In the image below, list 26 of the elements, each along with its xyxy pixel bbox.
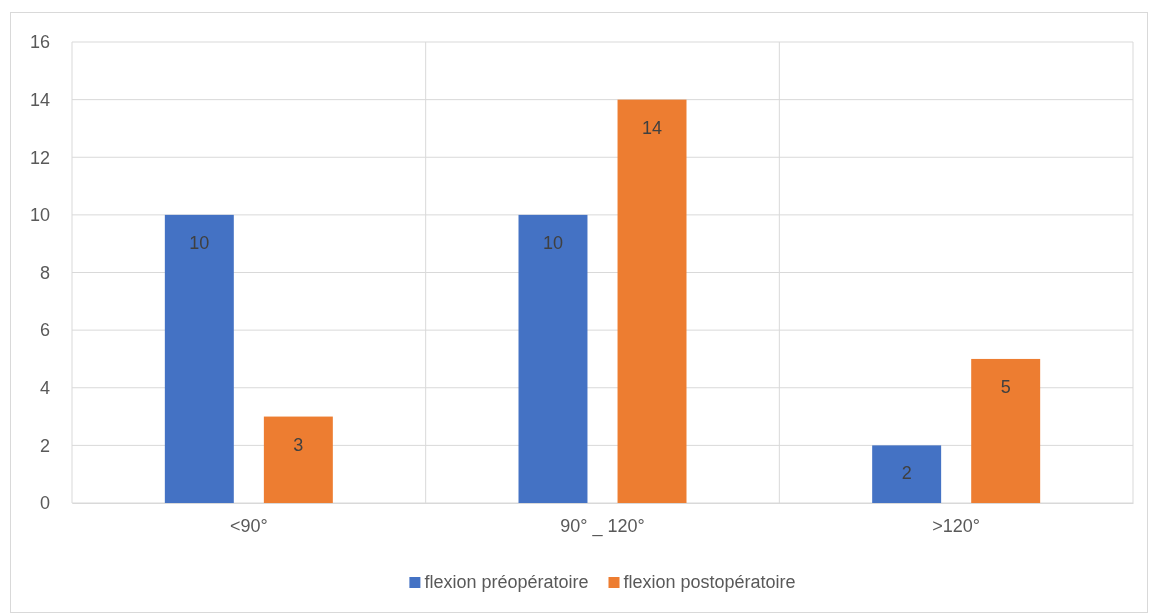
bar bbox=[971, 358, 1041, 503]
data-label: 10 bbox=[542, 232, 563, 253]
y-tick-label: 8 bbox=[39, 262, 50, 283]
y-tick-label: 12 bbox=[29, 147, 50, 168]
data-label: 3 bbox=[293, 434, 304, 455]
y-tick-label: 14 bbox=[29, 89, 50, 110]
bar bbox=[617, 99, 687, 503]
bar bbox=[263, 416, 333, 503]
data-label: 10 bbox=[189, 232, 210, 253]
y-tick-label: 6 bbox=[39, 320, 50, 341]
y-tick-label: 0 bbox=[39, 493, 50, 514]
data-label: 2 bbox=[901, 463, 912, 484]
bar bbox=[518, 214, 588, 503]
x-tick-label: >120° bbox=[932, 515, 981, 536]
bar bbox=[872, 445, 942, 503]
data-label: 5 bbox=[1000, 376, 1011, 397]
data-label: 14 bbox=[642, 117, 663, 138]
y-tick-label: 10 bbox=[29, 205, 50, 226]
y-tick-label: 2 bbox=[39, 435, 50, 456]
legend-label: flexion préopératoire bbox=[424, 572, 589, 592]
y-tick-label: 16 bbox=[29, 32, 50, 53]
y-tick-label: 4 bbox=[39, 378, 50, 399]
bar bbox=[164, 214, 234, 503]
x-tick-label: 90° _ 120° bbox=[560, 515, 645, 537]
x-tick-label: <90° bbox=[229, 515, 268, 536]
legend-label: flexion postopératoire bbox=[623, 572, 796, 592]
